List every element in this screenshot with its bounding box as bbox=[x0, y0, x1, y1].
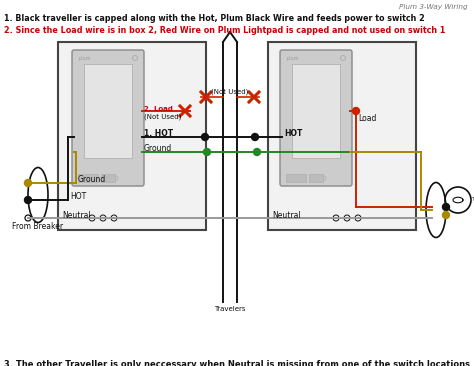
Bar bbox=[78, 174, 98, 182]
Text: 3. The other Traveller is only neccessary when Neutral is missing from one of th: 3. The other Traveller is only neccessar… bbox=[4, 360, 470, 366]
Bar bbox=[84, 64, 132, 158]
Text: Ground: Ground bbox=[144, 144, 172, 153]
Bar bbox=[292, 64, 340, 158]
Circle shape bbox=[254, 149, 261, 156]
Text: HOT: HOT bbox=[70, 192, 86, 201]
Text: (Not Used): (Not Used) bbox=[211, 89, 249, 95]
FancyBboxPatch shape bbox=[72, 50, 144, 186]
Text: Load: Load bbox=[358, 114, 376, 123]
Text: Travelers: Travelers bbox=[214, 306, 246, 312]
FancyBboxPatch shape bbox=[280, 50, 352, 186]
Circle shape bbox=[443, 212, 449, 219]
Bar bbox=[58, 42, 206, 230]
Text: Ground: Ground bbox=[78, 175, 106, 184]
Bar bbox=[286, 174, 306, 182]
Text: HOT: HOT bbox=[284, 129, 302, 138]
Text: Plum 3-Way Wiring: Plum 3-Way Wiring bbox=[400, 4, 468, 10]
Text: 1. Black traveller is capped along with the Hot, Plum Black Wire and feeds power: 1. Black traveller is capped along with … bbox=[4, 14, 425, 23]
Bar bbox=[309, 174, 323, 182]
Text: Neutral: Neutral bbox=[272, 211, 301, 220]
Text: 1. HOT: 1. HOT bbox=[144, 129, 173, 138]
Circle shape bbox=[353, 108, 359, 115]
Text: Neutral: Neutral bbox=[62, 211, 91, 220]
Circle shape bbox=[203, 149, 210, 156]
Text: (Not Used): (Not Used) bbox=[144, 113, 182, 120]
Circle shape bbox=[443, 203, 449, 210]
Bar bbox=[101, 174, 115, 182]
Text: plum: plum bbox=[79, 56, 91, 61]
Text: To Fixture / Lamp: To Fixture / Lamp bbox=[472, 198, 474, 202]
Circle shape bbox=[252, 134, 258, 141]
Circle shape bbox=[201, 134, 209, 141]
Text: From Breaker: From Breaker bbox=[12, 222, 64, 231]
Text: 2. Load: 2. Load bbox=[144, 106, 173, 112]
Text: plum: plum bbox=[287, 56, 300, 61]
Circle shape bbox=[25, 179, 31, 187]
Bar bbox=[268, 42, 416, 230]
Circle shape bbox=[25, 197, 31, 203]
Text: 2. Since the Load wire is in box 2, Red Wire on Plum Lightpad is capped and not : 2. Since the Load wire is in box 2, Red … bbox=[4, 26, 446, 35]
